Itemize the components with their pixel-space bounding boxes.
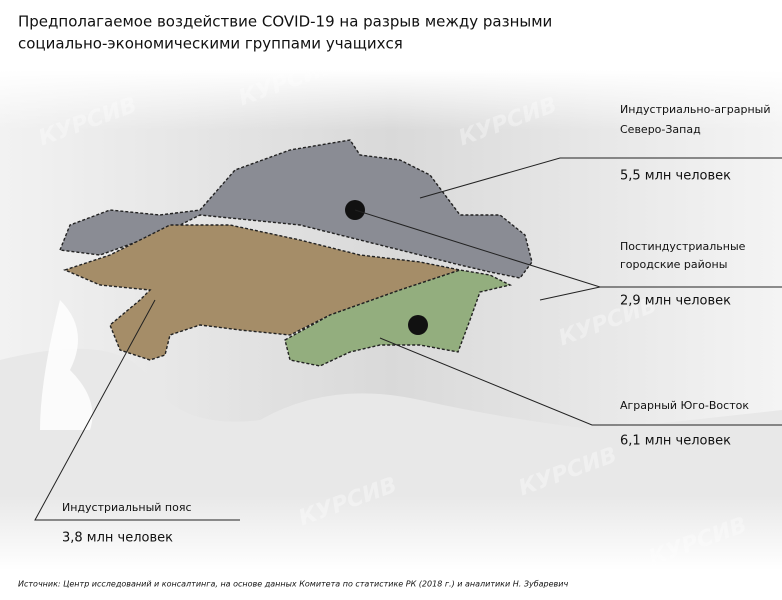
region-label: Индустриальный пояс: [62, 501, 192, 514]
region-label: Северо-Запад: [620, 123, 701, 136]
title-line: социально-экономическими группами учащих…: [18, 35, 403, 53]
region-value: 5,5 млн человек: [620, 169, 731, 184]
region-label: Индустриально-аграрный: [620, 103, 771, 116]
leader-line: [34, 299, 240, 521]
region-southeast: [284, 269, 513, 367]
region-label: Постиндустриальные: [620, 240, 746, 253]
leader-line: [539, 286, 601, 301]
region-northwest: [59, 139, 533, 279]
leader-line: [419, 157, 782, 199]
region-label: Аграрный Юго-Восток: [620, 399, 749, 412]
region-label: городские районы: [620, 258, 727, 271]
region-industrial-belt: [63, 224, 463, 361]
source: Источник: Центр исследований и консалтин…: [18, 580, 568, 589]
city-dot: [408, 315, 428, 335]
region-value: 3,8 млн человек: [62, 531, 173, 546]
region-value: 6,1 млн человек: [620, 434, 731, 449]
leader-line: [379, 337, 782, 426]
title-line: Предполагаемое воздействие COVID-19 на р…: [18, 13, 552, 31]
region-value: 2,9 млн человек: [620, 294, 731, 309]
